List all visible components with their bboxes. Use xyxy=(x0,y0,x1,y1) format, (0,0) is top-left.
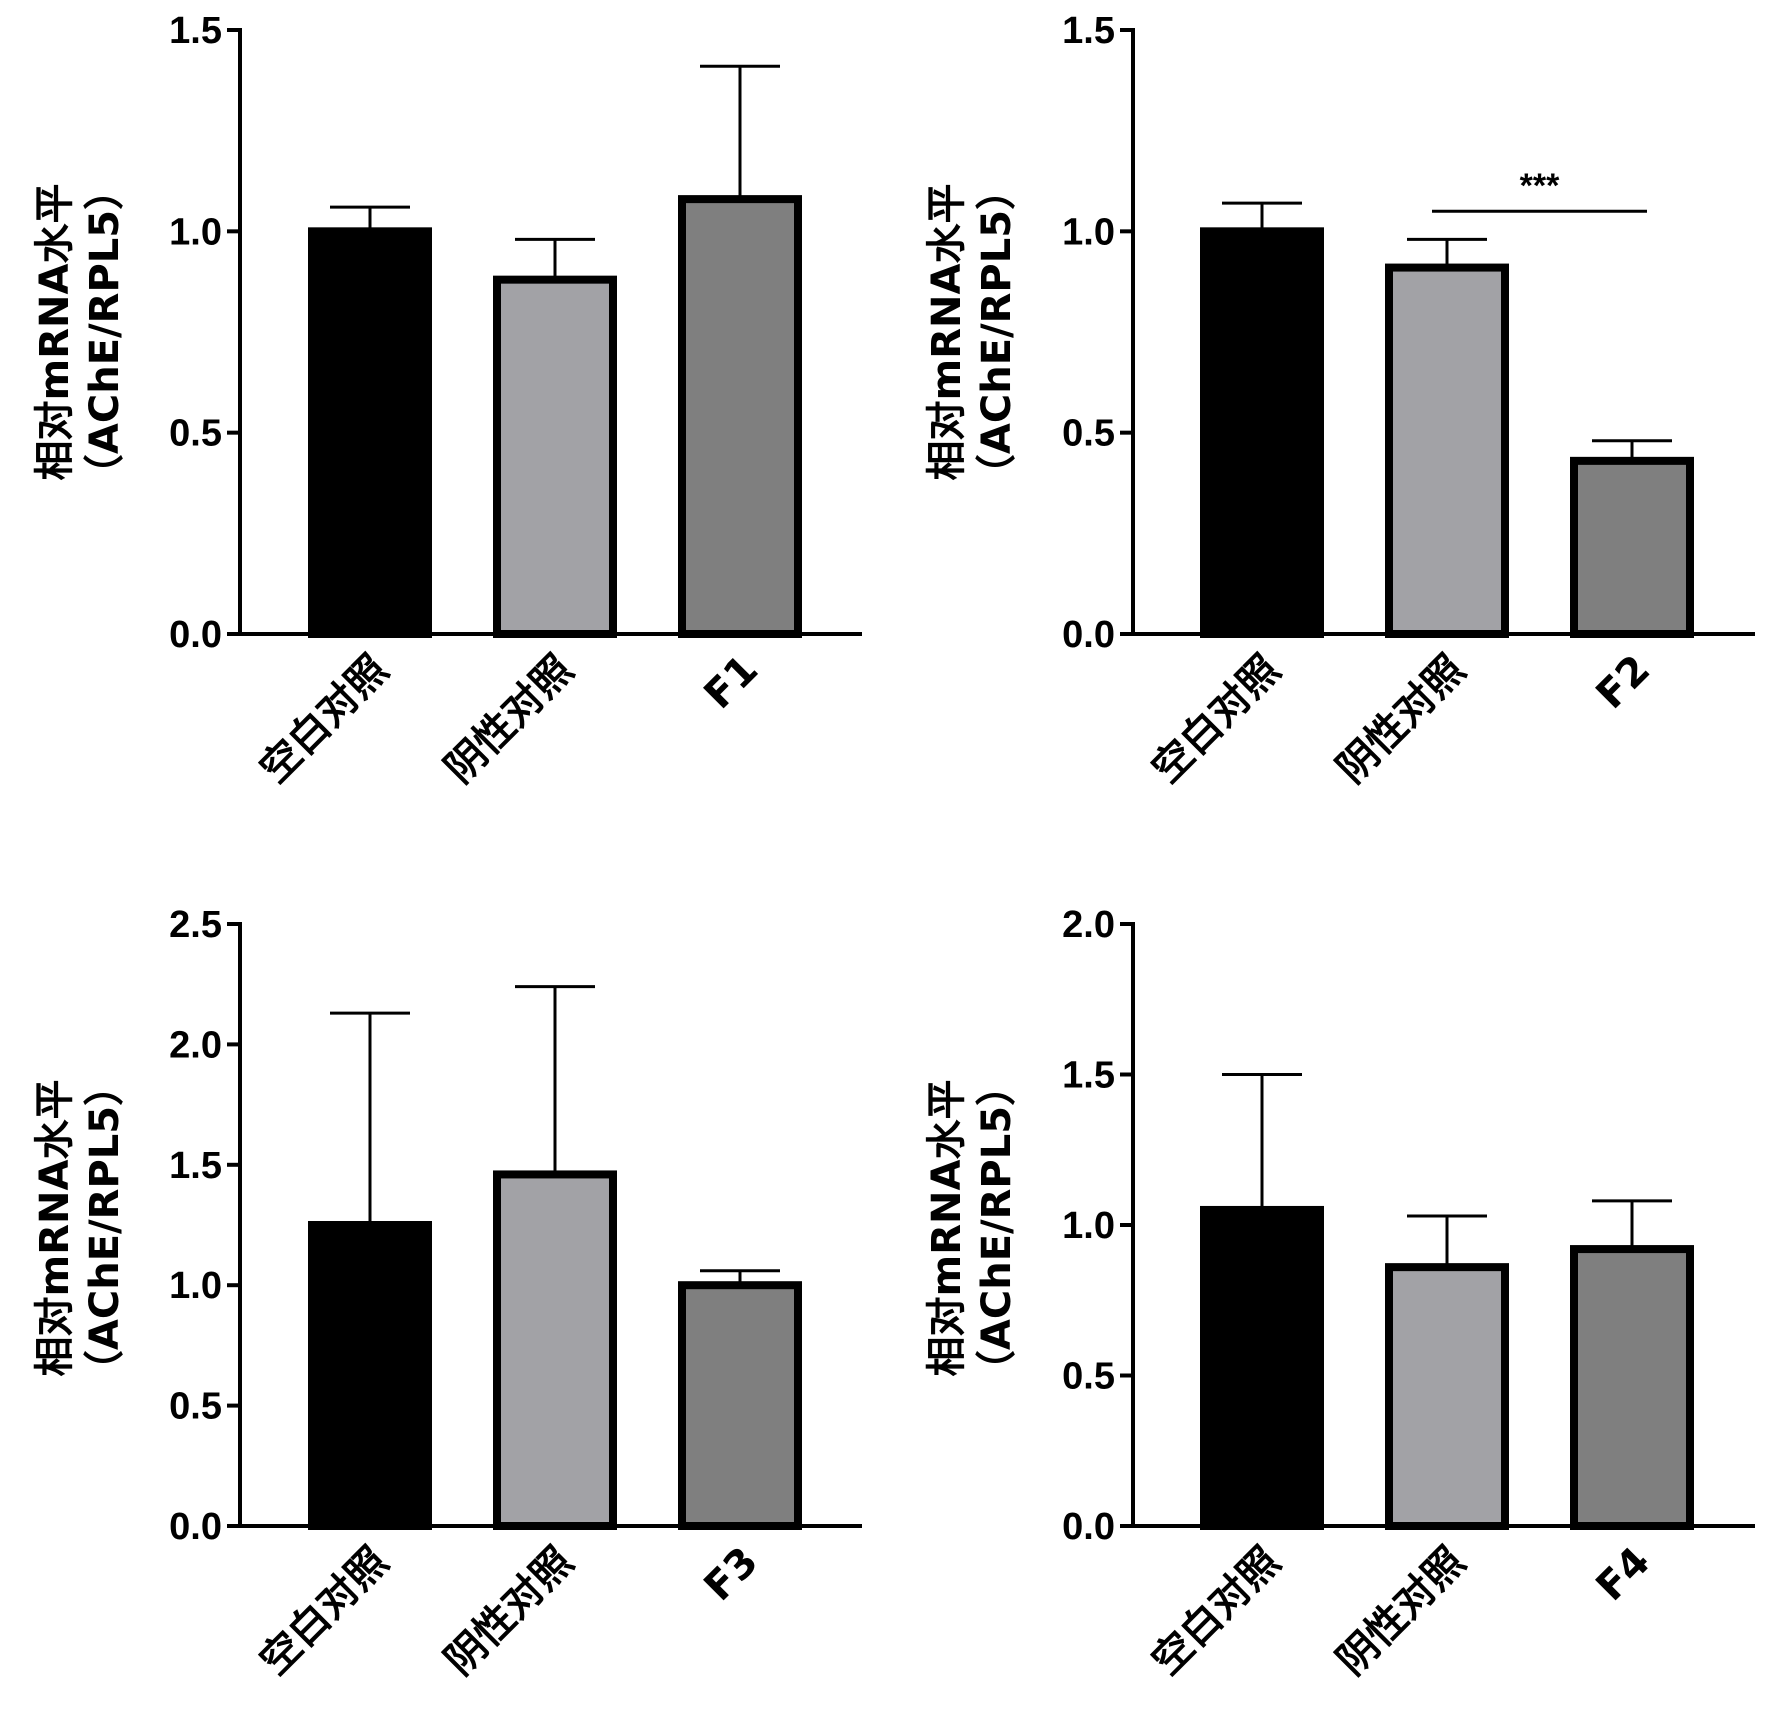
bar xyxy=(1570,456,1694,638)
y-axis-title-line2: （AChE/RPL5） xyxy=(974,170,1020,494)
y-tick-label: 1.5 xyxy=(1062,1055,1115,1097)
y-axis-title-line1: 相对mRNA水平 xyxy=(924,1080,970,1377)
y-tick-label: 2.5 xyxy=(169,904,222,946)
y-tick-label: 1.0 xyxy=(1062,211,1115,253)
x-category-label: 空白对照 xyxy=(251,1539,397,1685)
x-category-label: 阴性对照 xyxy=(436,647,582,793)
bar xyxy=(678,1281,802,1530)
y-tick-label: 1.0 xyxy=(169,1265,222,1307)
y-tick-label: 0.5 xyxy=(1062,1356,1115,1398)
chart-panel-4: 0.0 0.5 1.0 1.5 2.0 空白对照 阴性对照 F4 相对mRNA水平 （AChE/R… xyxy=(924,904,1755,1684)
x-category-label: 空白对照 xyxy=(251,647,397,793)
bar xyxy=(1385,1263,1509,1530)
chart-panel-2: 0.0 0.5 1.0 1.5 空白对照 阴性对照 F2 相对mRNA水平 （AChE/RPL5… xyxy=(924,10,1755,792)
x-category-label: F4 xyxy=(1588,1539,1660,1611)
y-tick-label: 0.5 xyxy=(1062,413,1115,455)
x-category-label: 空白对照 xyxy=(1143,1539,1289,1685)
chart-panel-3: 0.0 0.5 1.0 1.5 2.0 2.5 空白对照 阴性对照 F3 相对mRNA水平 （ACh… xyxy=(32,904,862,1684)
significance-label: *** xyxy=(1520,167,1560,205)
x-category-label: F1 xyxy=(696,647,768,719)
x-category-label: F2 xyxy=(1588,647,1660,719)
y-tick-label: 1.0 xyxy=(169,211,222,253)
y-tick-label: 0.0 xyxy=(169,1506,222,1548)
bar xyxy=(1570,1245,1694,1530)
y-axis-title-line1: 相对mRNA水平 xyxy=(924,184,970,481)
y-tick-label: 1.5 xyxy=(1062,10,1115,52)
y-axis-title-line1: 相对mRNA水平 xyxy=(32,184,78,481)
y-tick-label: 0.5 xyxy=(169,1386,222,1428)
y-tick-label: 0.5 xyxy=(169,413,222,455)
x-category-label: 阴性对照 xyxy=(1328,1539,1474,1685)
x-category-label: F3 xyxy=(696,1539,768,1611)
y-axis-title-line2: （AChE/RPL5） xyxy=(974,1066,1020,1390)
bar xyxy=(493,1170,617,1530)
chart-panel-1: 0.0 0.5 1.0 1.5 空白对照 阴性对照 F1 相对mRNA水平 （AChE/RPL5… xyxy=(32,10,862,792)
bar xyxy=(1200,227,1324,638)
bar xyxy=(308,1221,432,1530)
y-axis-title-line1: 相对mRNA水平 xyxy=(32,1080,78,1377)
y-tick-label: 0.0 xyxy=(169,614,222,656)
x-category-label: 阴性对照 xyxy=(436,1539,582,1685)
bar xyxy=(1200,1205,1324,1530)
y-tick-label: 1.5 xyxy=(169,10,222,52)
x-category-label: 阴性对照 xyxy=(1328,647,1474,793)
y-tick-label: 2.0 xyxy=(169,1024,222,1066)
y-tick-label: 0.0 xyxy=(1062,1506,1115,1548)
y-tick-label: 0.0 xyxy=(1062,614,1115,656)
y-tick-label: 1.5 xyxy=(169,1145,222,1187)
y-tick-label: 2.0 xyxy=(1062,904,1115,946)
bar xyxy=(678,195,802,638)
bar xyxy=(308,227,432,638)
y-axis-title-line2: （AChE/RPL5） xyxy=(82,1066,128,1390)
x-category-label: 空白对照 xyxy=(1143,647,1289,793)
y-axis-title-line2: （AChE/RPL5） xyxy=(82,170,128,494)
bar xyxy=(493,275,617,638)
y-tick-label: 1.0 xyxy=(1062,1205,1115,1247)
bar xyxy=(1385,263,1509,638)
